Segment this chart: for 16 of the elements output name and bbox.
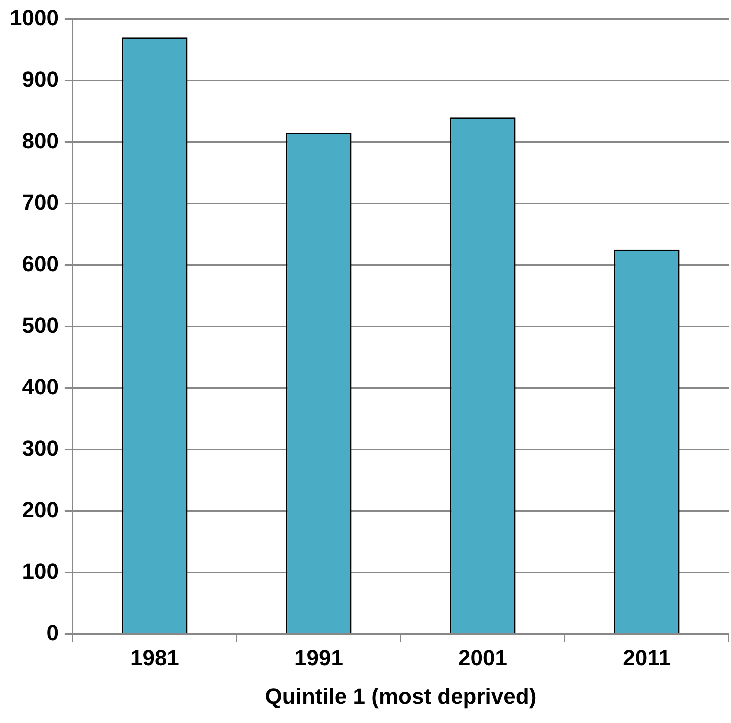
y-tick-label: 700 xyxy=(22,190,59,215)
x-tick-label: 1981 xyxy=(130,645,180,670)
x-tick-label: 1991 xyxy=(294,645,344,670)
y-tick-label: 300 xyxy=(22,436,59,461)
x-axis-title: Quintile 1 (most deprived) xyxy=(265,684,537,709)
y-tick-label: 100 xyxy=(22,558,59,584)
y-tick-label: 800 xyxy=(22,128,59,154)
x-tick-label: 2011 xyxy=(623,645,671,670)
y-tick-label: 1000 xyxy=(10,5,59,30)
y-tick-label: 200 xyxy=(22,497,59,522)
y-tick-label: 0 xyxy=(46,620,59,646)
y-tick-label: 400 xyxy=(22,374,59,400)
y-tick-label: 600 xyxy=(22,251,59,276)
x-tick-label: 2001 xyxy=(458,645,508,670)
y-tick-label: 500 xyxy=(22,312,59,338)
y-tick-label: 900 xyxy=(22,66,59,92)
